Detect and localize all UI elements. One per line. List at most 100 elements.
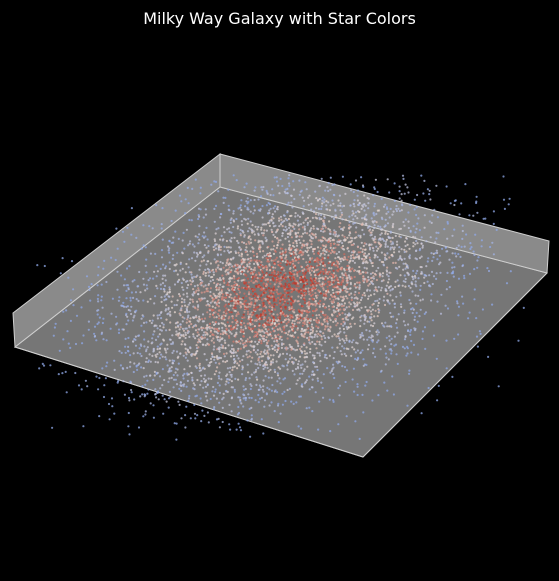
star-point bbox=[272, 285, 275, 288]
star-point bbox=[348, 293, 351, 296]
star-point bbox=[282, 253, 285, 257]
star-point bbox=[253, 275, 256, 278]
star-point bbox=[184, 356, 187, 359]
star-point bbox=[201, 313, 205, 316]
star-point bbox=[322, 302, 325, 306]
star-point bbox=[317, 428, 320, 431]
star-point bbox=[202, 216, 205, 219]
star-point bbox=[404, 324, 407, 327]
star-point bbox=[383, 225, 386, 228]
chart-title: Milky Way Galaxy with Star Colors bbox=[143, 9, 416, 28]
star-point bbox=[119, 364, 122, 367]
star-point bbox=[295, 314, 298, 317]
star-point bbox=[229, 355, 233, 358]
star-point bbox=[367, 343, 370, 347]
star-point bbox=[338, 312, 341, 315]
star-point bbox=[244, 377, 248, 380]
star-point bbox=[241, 368, 244, 371]
star-point bbox=[206, 338, 209, 341]
star-point bbox=[208, 343, 211, 346]
star-point bbox=[219, 260, 222, 264]
star-point bbox=[309, 291, 312, 294]
star-point bbox=[421, 337, 424, 340]
star-point bbox=[371, 229, 374, 232]
star-point bbox=[163, 347, 166, 350]
star-point bbox=[180, 301, 183, 304]
star-point bbox=[254, 225, 257, 228]
star-point bbox=[276, 260, 279, 263]
star-point bbox=[267, 222, 270, 225]
star-point bbox=[259, 240, 262, 243]
star-point bbox=[295, 316, 299, 319]
star-point bbox=[232, 354, 235, 357]
star-point bbox=[218, 295, 221, 298]
star-point bbox=[424, 199, 427, 202]
star-point bbox=[368, 256, 371, 259]
star-point bbox=[349, 232, 352, 235]
star-point bbox=[237, 422, 240, 425]
star-point bbox=[351, 214, 354, 217]
star-point bbox=[232, 257, 235, 260]
star-point bbox=[194, 235, 197, 238]
star-point bbox=[252, 294, 255, 298]
star-point bbox=[332, 269, 335, 272]
star-point bbox=[142, 321, 146, 324]
star-point bbox=[297, 308, 300, 311]
star-point bbox=[246, 202, 249, 205]
star-point bbox=[148, 225, 151, 228]
star-point bbox=[250, 360, 253, 363]
star-point bbox=[246, 308, 249, 311]
star-point bbox=[328, 317, 331, 320]
star-point bbox=[251, 327, 254, 330]
star-point bbox=[345, 283, 348, 286]
star-point bbox=[487, 269, 491, 273]
star-point bbox=[224, 300, 227, 303]
star-point bbox=[251, 272, 254, 276]
star-point bbox=[267, 344, 270, 348]
star-point bbox=[117, 331, 121, 334]
star-point bbox=[247, 208, 250, 211]
star-point bbox=[393, 335, 396, 338]
star-point bbox=[356, 270, 359, 273]
star-point bbox=[251, 231, 254, 234]
star-point bbox=[130, 233, 133, 236]
star-point bbox=[288, 298, 291, 301]
star-point bbox=[337, 199, 340, 202]
star-point bbox=[316, 351, 319, 354]
star-point bbox=[308, 230, 311, 233]
star-point bbox=[195, 394, 198, 397]
star-point bbox=[305, 316, 308, 319]
star-point bbox=[302, 239, 305, 242]
star-point bbox=[317, 252, 320, 255]
star-point bbox=[225, 307, 228, 310]
star-point bbox=[437, 231, 440, 234]
star-point bbox=[399, 294, 402, 297]
star-point bbox=[140, 366, 143, 369]
star-point bbox=[168, 328, 171, 331]
star-point bbox=[180, 307, 183, 310]
star-point bbox=[172, 254, 175, 257]
star-point bbox=[476, 266, 479, 269]
star-point bbox=[97, 294, 100, 297]
star-point bbox=[127, 345, 130, 348]
star-point bbox=[339, 260, 342, 263]
star-point bbox=[273, 283, 276, 286]
star-point bbox=[186, 305, 189, 308]
star-point bbox=[305, 244, 309, 247]
star-point bbox=[288, 357, 292, 360]
star-point bbox=[293, 273, 296, 276]
star-point bbox=[259, 313, 262, 316]
star-point bbox=[389, 294, 392, 297]
star-point bbox=[337, 423, 340, 426]
star-point bbox=[308, 375, 311, 378]
star-point bbox=[187, 373, 190, 376]
star-point bbox=[332, 373, 335, 376]
star-point bbox=[220, 343, 223, 346]
star-point bbox=[307, 317, 310, 320]
star-point bbox=[172, 349, 175, 352]
star-point bbox=[341, 276, 344, 279]
star-point bbox=[343, 253, 346, 256]
star-point bbox=[344, 295, 348, 298]
star-point bbox=[209, 280, 212, 283]
star-point bbox=[321, 276, 324, 279]
